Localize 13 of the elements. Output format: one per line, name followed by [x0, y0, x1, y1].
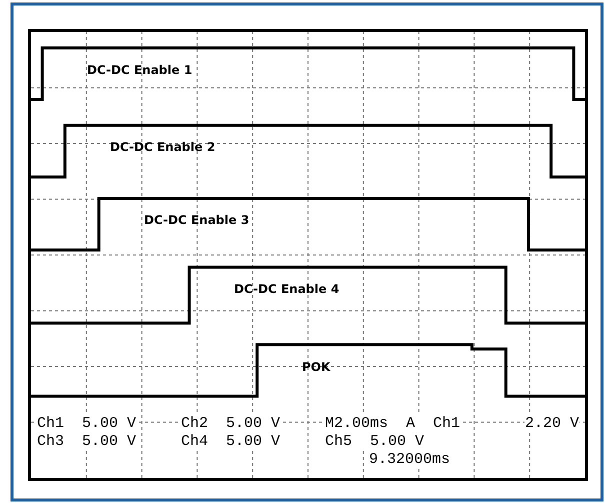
annotation: Ch1 5.00 V	[37, 415, 136, 432]
series-label: DC-DC Enable 2	[110, 140, 216, 154]
annotation: 9.32000ms	[369, 451, 450, 468]
series-label: DC-DC Enable 4	[234, 282, 340, 296]
annotation: Ch2 5.00 V	[181, 415, 280, 432]
series-label: DC-DC Enable 1	[87, 63, 192, 77]
series-label: POK	[302, 360, 331, 374]
annotation: Ch4 5.00 V	[181, 433, 280, 450]
series-label: DC-DC Enable 3	[144, 213, 250, 227]
annotation: M2.00ms A Ch1	[325, 415, 460, 432]
annotation: Ch3 5.00 V	[37, 433, 136, 450]
annotation: Ch5 5.00 V	[325, 433, 424, 450]
annotation: 2.20 V	[525, 415, 580, 432]
